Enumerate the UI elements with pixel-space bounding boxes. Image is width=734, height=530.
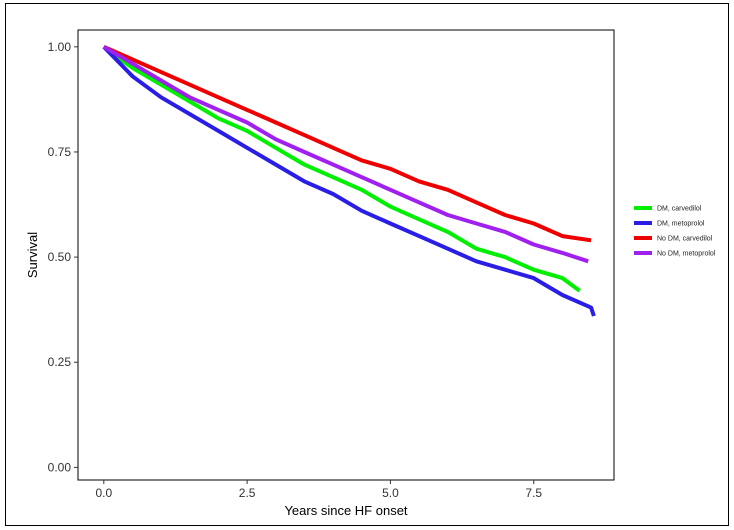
x-axis-title: Years since HF onset — [284, 503, 407, 518]
y-tick-label: 0.25 — [48, 355, 72, 369]
series-line-dm-metoprolol — [102, 45, 596, 317]
legend-label-no-dm-metoprolol: No DM, metoprolol — [657, 251, 716, 258]
legend-label-dm-metoprolol: DM, metoprolol — [657, 221, 705, 228]
series-lines — [102, 44, 596, 317]
legend: DM, carvedilol DM, metoprolol No DM, carve… — [634, 206, 716, 258]
x-tick-label: 5.0 — [382, 486, 399, 500]
y-tick-label: 0.75 — [48, 145, 72, 159]
figure-frame — [5, 3, 729, 526]
y-axis-title: Survival — [25, 232, 40, 278]
legend-label-no-dm-carvedilol: No DM, carvedilol — [657, 236, 713, 243]
plot-panel — [77, 29, 615, 481]
x-tick-label: 7.5 — [525, 486, 542, 500]
x-axis: 0.0 2.5 5.0 7.5 — [95, 480, 542, 500]
series-line-no-dm-carvedilol — [102, 44, 592, 243]
x-tick-label: 2.5 — [239, 486, 256, 500]
legend-label-dm-carvedilol: DM, carvedilol — [657, 206, 702, 213]
x-tick-label: 0.0 — [95, 486, 112, 500]
y-tick-label: 0.50 — [48, 250, 72, 264]
y-axis: 0.00 0.25 0.50 0.75 1.00 — [48, 40, 78, 474]
series-line-dm-carvedilol — [102, 45, 581, 293]
series-line-no-dm-metoprolol — [102, 45, 589, 264]
y-tick-label: 0.00 — [48, 460, 72, 474]
y-tick-label: 1.00 — [48, 40, 72, 54]
